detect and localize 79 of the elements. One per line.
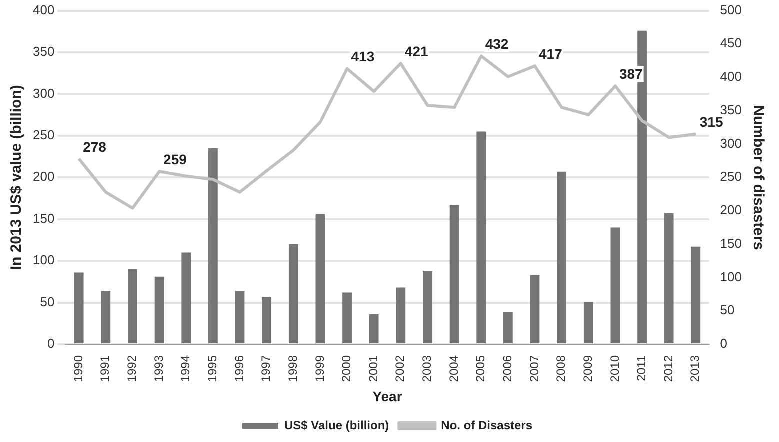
x-tick-label: 1999 [312,355,327,382]
bar [396,288,406,344]
y-tick-label: 150 [32,210,55,226]
bar [74,272,84,344]
x-tick-label: 2006 [500,355,514,382]
y-tick-label: 200 [32,169,55,184]
y2-tick-label: 200 [720,202,742,218]
bar [316,214,326,344]
y-tick-label: 100 [32,252,55,268]
x-tick-label: 1998 [286,355,300,382]
y-axis-title: In 2013 US$ value (billion) [8,85,26,270]
y2-tick-label: 450 [720,36,742,51]
y2-axis-title: Number of disasters [750,105,767,250]
y2-tick-label: 250 [720,169,742,184]
y-tick-label: 350 [32,44,55,60]
x-tick-label: 2001 [366,355,380,382]
data-label: 278 [83,138,107,155]
y-tick-label: 50 [40,294,55,310]
x-tick-label: 1991 [98,355,112,382]
y2-tick-label: 50 [720,302,735,318]
bar [476,132,486,344]
x-tick-label: 1996 [232,355,246,382]
bar [154,276,164,344]
y2-tick-label: 0 [720,336,728,352]
bar [503,312,513,344]
bar [530,275,540,344]
bar [288,244,298,344]
x-tick-label: 2005 [474,355,488,382]
data-label: 259 [164,152,188,168]
data-label: 387 [619,66,644,82]
x-tick-label: 2012 [661,355,676,382]
legend-label: No. of Disasters [441,418,533,432]
y2-tick-label: 150 [720,236,742,251]
x-tick-label: 2000 [340,355,354,382]
y2-tick-label: 300 [720,136,742,151]
data-label: 315 [700,114,724,130]
x-tick-label: 2002 [393,355,408,382]
bar [610,228,620,344]
y-tick-label: 300 [32,86,55,101]
x-tick-label: 2011 [634,355,649,382]
bar [262,296,272,344]
y-tick-label: 0 [47,336,55,352]
x-tick-label: 2004 [446,355,461,382]
x-tick-label: 2007 [527,355,542,382]
data-label: 413 [351,48,375,65]
x-axis-title: Year [372,388,403,404]
legend-label: US$ Value (billion) [284,418,390,432]
bar [208,148,218,344]
bar [182,252,192,344]
x-tick-label: 1992 [125,355,140,382]
bar [342,292,352,344]
bar [235,291,245,344]
x-tick-label: 1993 [152,355,166,382]
bar [584,302,594,344]
bar [128,269,138,344]
x-tick-label: 1994 [178,355,193,382]
y-tick-label: 250 [32,128,55,143]
data-label: 417 [538,46,563,62]
x-tick-label: 2013 [688,355,702,382]
x-tick-label: 1995 [206,355,220,382]
data-label: 432 [485,36,509,52]
y2-tick-label: 100 [720,269,742,284]
y2-tick-label: 400 [720,69,742,84]
x-tick-label: 1997 [259,355,274,382]
x-tick-label: 2010 [608,355,622,382]
bar [664,214,674,344]
bar [369,314,379,344]
data-label: 421 [404,43,428,60]
x-tick-label: 2003 [420,355,434,382]
x-tick-label: 2009 [580,355,595,382]
y-tick-label: 400 [32,2,55,18]
bar [691,246,701,344]
x-tick-label: 1990 [71,355,86,382]
bar [450,205,460,344]
bar [557,172,567,344]
x-tick-label: 2008 [554,355,568,382]
bar [423,271,432,344]
bar [101,291,111,344]
y2-tick-label: 500 [720,2,742,18]
